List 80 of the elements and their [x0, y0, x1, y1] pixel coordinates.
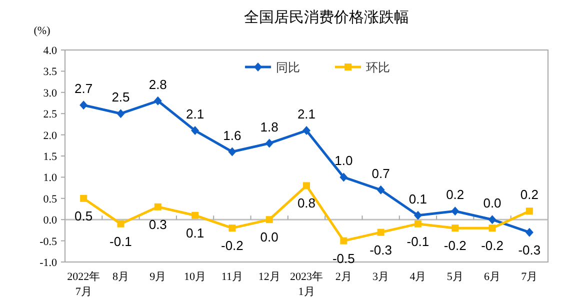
point	[266, 216, 273, 224]
data-label: 1.6	[223, 128, 242, 143]
point	[116, 109, 125, 118]
data-label: 1.0	[334, 153, 353, 168]
y-tick-label: 3.0	[43, 87, 58, 100]
point	[303, 182, 310, 190]
y-tick-label: 1.0	[43, 172, 58, 184]
point	[376, 185, 385, 194]
y-tick-label: -0.5	[40, 236, 58, 248]
data-label: 2.1	[297, 106, 316, 122]
point	[488, 224, 496, 232]
point	[302, 126, 310, 136]
chart-title: 全国居民消费价格涨跌幅	[244, 9, 409, 26]
y-tick-label: 2.5	[43, 108, 58, 121]
point	[154, 203, 162, 210]
x-tick-label: 3月	[372, 271, 390, 283]
data-label: 0.3	[148, 216, 167, 232]
point	[525, 228, 534, 237]
x-tick-label: 2023年 1月	[290, 271, 323, 297]
x-tick-label: 11月	[221, 271, 243, 283]
x-tick-label: 6月	[484, 271, 501, 283]
data-label: -0.3	[370, 242, 392, 258]
data-label: 0.7	[372, 166, 390, 181]
x-tick-label: 9月	[150, 271, 166, 283]
y-tick-label: -1.0	[40, 257, 58, 269]
point	[80, 194, 88, 202]
y-tick-label: 0.0	[43, 214, 58, 227]
point	[117, 220, 124, 228]
point	[192, 212, 199, 219]
point	[154, 96, 162, 106]
point	[191, 126, 200, 136]
data-label: -0.2	[444, 238, 466, 254]
point	[414, 220, 422, 228]
point	[340, 172, 348, 182]
data-label: -0.1	[406, 234, 430, 249]
point	[526, 208, 533, 215]
data-label: 0.1	[186, 225, 204, 240]
y-tick-label: 3.5	[43, 66, 58, 78]
data-label: -0.1	[110, 234, 132, 249]
data-label: 0.2	[520, 187, 538, 202]
x-tick-label: 4月	[410, 271, 426, 283]
y-tick-label: 0.5	[43, 193, 58, 206]
x-tick-label: 2月	[335, 271, 352, 283]
y-tick-label: 1.5	[43, 151, 58, 163]
x-tick-label: 7月	[521, 271, 538, 283]
x-tick-label: 2022年 7月	[67, 271, 100, 297]
y-tick-label: 4.0	[43, 45, 58, 57]
point	[451, 206, 460, 216]
data-label: 0.0	[483, 196, 502, 211]
data-label: 0.2	[446, 187, 464, 202]
point	[414, 210, 422, 220]
data-label: 0.5	[74, 208, 93, 224]
point	[377, 228, 384, 236]
x-tick-label: 5月	[446, 271, 464, 283]
data-label: 0.0	[260, 230, 278, 245]
y-tick-label: 2.0	[43, 130, 58, 142]
data-label: 0.8	[297, 196, 316, 211]
data-label: 0.1	[408, 191, 427, 206]
point	[228, 224, 236, 232]
data-label: 2.8	[148, 76, 167, 92]
point	[488, 215, 496, 224]
data-label: 1.8	[260, 119, 278, 134]
point	[265, 138, 274, 148]
data-label: -0.3	[518, 242, 541, 258]
x-tick-label: 12月	[258, 271, 280, 283]
legend-label: 同比	[276, 60, 300, 74]
data-label: -0.2	[220, 238, 244, 254]
y-axis-title: (%)	[34, 25, 51, 37]
data-label: 2.7	[74, 81, 93, 96]
point	[452, 224, 459, 232]
data-label: 2.1	[186, 106, 204, 122]
legend-label: 环比	[366, 60, 390, 74]
point	[80, 100, 88, 110]
x-tick-label: 8月	[112, 271, 129, 283]
data-label: -0.2	[481, 238, 504, 254]
data-label: -0.5	[332, 250, 355, 266]
point	[340, 237, 348, 244]
point	[228, 147, 236, 156]
data-label: 2.5	[112, 90, 130, 105]
x-tick-label: 10月	[184, 271, 206, 283]
